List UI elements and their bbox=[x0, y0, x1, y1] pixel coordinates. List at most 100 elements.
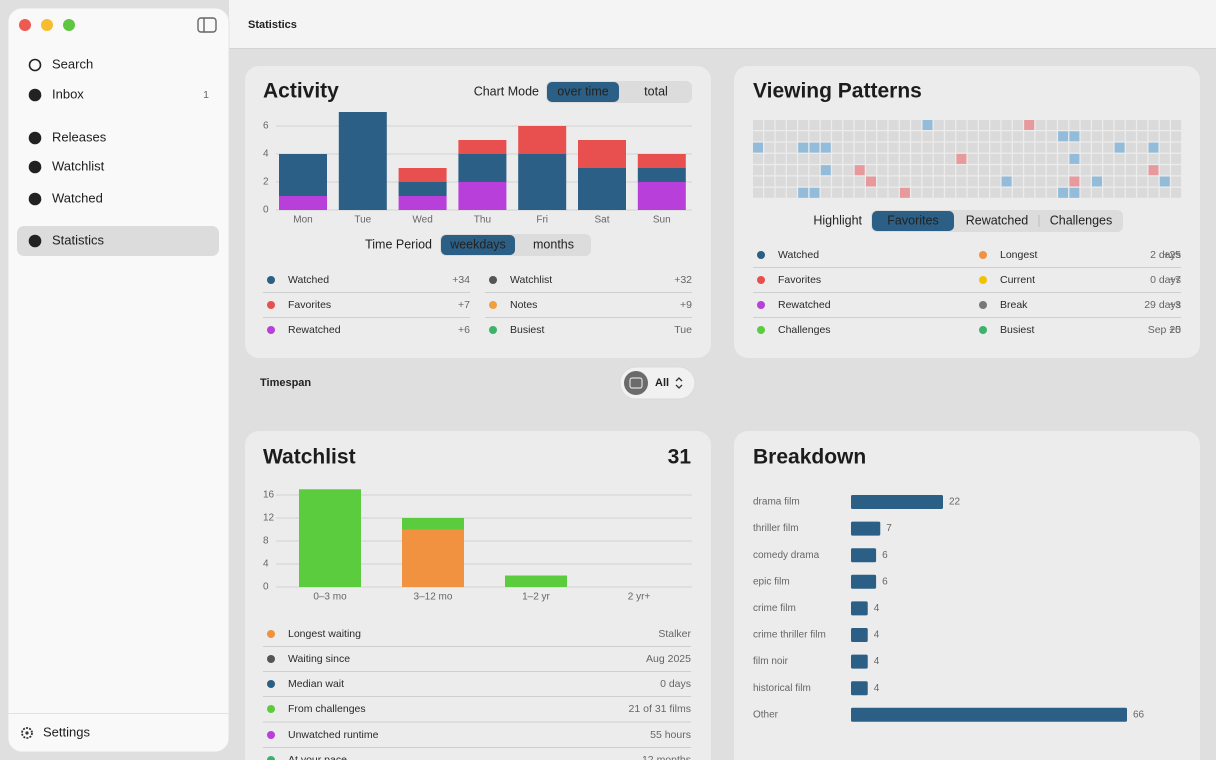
heatmap-cell bbox=[775, 120, 786, 130]
sidebar-item[interactable]: Search bbox=[52, 56, 93, 71]
segment[interactable]: total bbox=[644, 84, 668, 98]
heatmap-cell bbox=[933, 131, 944, 142]
heatmap-highlight bbox=[798, 187, 809, 198]
segment[interactable]: over time bbox=[557, 84, 608, 98]
heatmap-highlight bbox=[1069, 131, 1080, 142]
heatmap-cell bbox=[854, 142, 865, 153]
segment[interactable]: Favorites bbox=[887, 213, 938, 227]
heatmap-cell bbox=[967, 120, 978, 130]
heatmap-cell bbox=[1080, 120, 1091, 130]
heatmap-cell bbox=[899, 131, 910, 142]
heatmap-cell bbox=[1114, 176, 1125, 187]
sidebar-toggle[interactable] bbox=[197, 17, 217, 33]
heatmap-cell bbox=[1092, 120, 1102, 130]
segment[interactable]: Challenges bbox=[1050, 213, 1113, 227]
heatmap-cell bbox=[888, 187, 899, 198]
heatmap-cell bbox=[1148, 120, 1159, 130]
bar bbox=[299, 489, 361, 587]
value-label: 6 bbox=[882, 576, 888, 587]
heatmap-cell bbox=[979, 120, 989, 130]
heatmap-cell bbox=[832, 187, 843, 198]
heatmap-cell bbox=[764, 120, 775, 130]
heatmap-cell bbox=[1159, 187, 1170, 198]
heatmap-cell bbox=[1103, 131, 1114, 142]
heatmap-cell bbox=[786, 120, 797, 130]
stat-icon bbox=[489, 326, 497, 334]
category-label: comedy drama bbox=[753, 550, 820, 561]
stat-icon bbox=[757, 251, 765, 259]
heatmap-cell bbox=[1171, 131, 1182, 142]
close-button[interactable] bbox=[19, 19, 31, 31]
bar bbox=[398, 196, 447, 210]
sidebar-item[interactable]: Watchlist bbox=[52, 158, 105, 173]
heatmap-highlight bbox=[753, 142, 763, 153]
heatmap-cell bbox=[979, 176, 989, 187]
heatmap-cell bbox=[1125, 165, 1136, 176]
heatmap-cell bbox=[1137, 120, 1148, 130]
heatmap-cell bbox=[1092, 187, 1102, 198]
heatmap-cell bbox=[1148, 131, 1159, 142]
sidebar-item[interactable]: Statistics bbox=[52, 232, 105, 247]
heatmap-cell bbox=[775, 165, 786, 176]
minimize-button[interactable] bbox=[41, 19, 53, 31]
heatmap-cell bbox=[990, 142, 1001, 153]
stat-label: Busiest bbox=[510, 324, 545, 336]
heatmap-cell bbox=[798, 165, 809, 176]
bar bbox=[851, 495, 943, 509]
heatmap-cell bbox=[933, 120, 944, 130]
heatmap-cell bbox=[798, 176, 809, 187]
heatmap-cell bbox=[1058, 165, 1069, 176]
heatmap-cell bbox=[832, 142, 843, 153]
heatmap-cell bbox=[922, 131, 933, 142]
bar bbox=[458, 140, 507, 154]
heatmap-cell bbox=[1069, 142, 1080, 153]
heatmap-cell bbox=[854, 187, 865, 198]
stat-label: Busiest bbox=[1000, 324, 1035, 336]
heatmap-cell bbox=[1125, 120, 1136, 130]
segment[interactable]: months bbox=[533, 237, 574, 251]
segment-selected bbox=[441, 235, 515, 255]
stat-label: At your pace bbox=[288, 754, 347, 760]
stat-label: Favorites bbox=[778, 274, 821, 286]
zoom-button[interactable] bbox=[63, 19, 75, 31]
stat-value: +0 bbox=[1169, 324, 1181, 336]
heatmap-cell bbox=[1171, 142, 1182, 153]
bar bbox=[578, 168, 626, 210]
stat-label: Waiting since bbox=[288, 653, 350, 665]
sidebar-item[interactable]: Releases bbox=[52, 129, 107, 144]
heatmap-cell bbox=[1092, 142, 1102, 153]
heatmap-cell bbox=[1046, 165, 1057, 176]
x-tick-label: Fri bbox=[536, 215, 548, 226]
y-tick-label: 6 bbox=[263, 121, 269, 132]
sidebar-item[interactable]: Watched bbox=[52, 190, 103, 205]
y-tick-label: 8 bbox=[263, 536, 269, 547]
heatmap-cell bbox=[1103, 187, 1114, 198]
card-title: Breakdown bbox=[753, 446, 866, 469]
heatmap-cell bbox=[1024, 153, 1035, 164]
settings: Settings bbox=[43, 724, 90, 739]
heatmap-cell bbox=[1058, 142, 1069, 153]
heatmap-cell bbox=[922, 187, 933, 198]
sidebar-selection bbox=[17, 226, 219, 256]
stat-value: 0 days bbox=[1150, 274, 1181, 286]
bar bbox=[402, 518, 464, 530]
heatmap-cell bbox=[1159, 165, 1170, 176]
stat-value: +6 bbox=[458, 324, 470, 336]
heatmap-cell bbox=[1035, 176, 1046, 187]
heatmap-cell bbox=[843, 187, 854, 198]
segment[interactable]: Rewatched bbox=[966, 213, 1029, 227]
sidebar-icon bbox=[28, 234, 42, 248]
stat-value: +25 bbox=[1163, 249, 1181, 261]
heatmap-highlight bbox=[820, 142, 831, 153]
heatmap-cell bbox=[888, 153, 899, 164]
watchlist-count: 31 bbox=[668, 446, 692, 469]
segment[interactable]: weekdays bbox=[449, 237, 506, 251]
heatmap-cell bbox=[809, 153, 820, 164]
heatmap-cell bbox=[911, 165, 922, 176]
stat-value: +34 bbox=[452, 274, 470, 286]
heatmap-cell bbox=[979, 165, 989, 176]
heatmap-cell bbox=[1103, 153, 1114, 164]
heatmap-highlight bbox=[1069, 187, 1080, 198]
sidebar-item[interactable]: Inbox bbox=[52, 86, 84, 101]
heatmap-cell bbox=[990, 120, 1001, 130]
